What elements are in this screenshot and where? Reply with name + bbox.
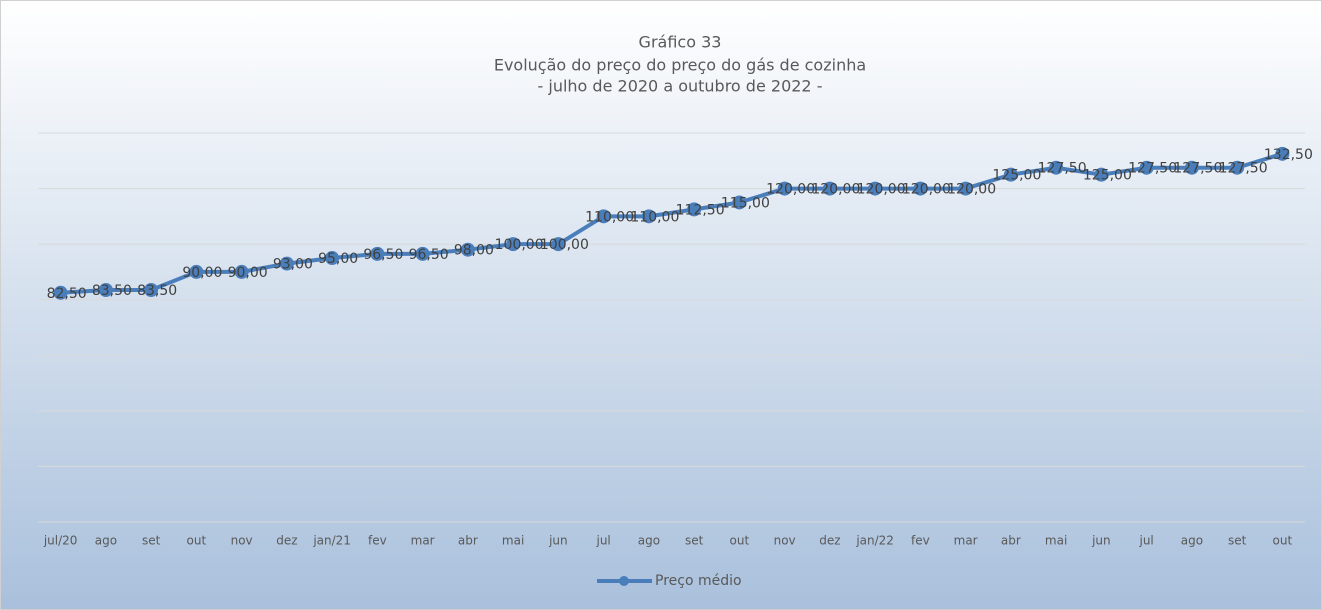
data-label: 110,00 (585, 209, 634, 225)
data-label: 95,00 (318, 251, 358, 267)
x-tick-label: out (1273, 534, 1293, 548)
legend-marker (619, 576, 629, 586)
x-tick-label: nov (774, 534, 796, 548)
x-tick-label: jul (1138, 534, 1153, 548)
marker (53, 285, 68, 300)
marker (189, 264, 204, 279)
marker (641, 209, 656, 224)
x-tick-label: out (730, 534, 750, 548)
data-label: 127,50 (1173, 161, 1222, 177)
line (60, 151, 1283, 295)
data-label: 127,50 (1219, 161, 1268, 177)
x-tick-label: jan/22 (855, 534, 894, 548)
x-tick-label: jan/21 (312, 534, 351, 548)
marker (687, 202, 702, 217)
data-label: 125,00 (1083, 168, 1132, 184)
x-tick-label: set (685, 534, 704, 548)
x-tick-label: ago (95, 534, 117, 548)
x-tick-label: jun (1091, 534, 1111, 548)
data-label: 110,00 (630, 209, 679, 225)
data-label: 127,50 (1038, 161, 1087, 177)
marker (1094, 167, 1109, 182)
x-tick-label: jul (595, 534, 610, 548)
chart-title: Gráfico 33 (639, 33, 722, 52)
marker (234, 264, 249, 279)
marker (415, 246, 430, 261)
data-label: 115,00 (721, 195, 770, 211)
data-label: 83,50 (137, 283, 177, 299)
data-label: 120,00 (811, 182, 860, 198)
marker (777, 181, 792, 196)
data-label: 96,50 (363, 247, 403, 263)
marker (596, 209, 611, 224)
marker (325, 251, 340, 266)
marker (913, 181, 928, 196)
marker (279, 256, 294, 271)
marker (868, 181, 883, 196)
data-label: 120,00 (902, 182, 951, 198)
data-label: 100,00 (540, 237, 589, 253)
x-tick-label: jul/20 (43, 534, 78, 548)
marker (460, 242, 475, 257)
data-label: 120,00 (766, 182, 815, 198)
data-label: 127,50 (1128, 161, 1177, 177)
x-tick-label: mai (502, 534, 524, 548)
data-label: 125,00 (992, 168, 1041, 184)
x-tick-label: ago (1181, 534, 1203, 548)
chart-subtitle: Evolução do preço do preço do gás de coz… (494, 56, 866, 75)
x-tick-label: dez (276, 534, 297, 548)
marker (1049, 160, 1064, 175)
marker (1003, 167, 1018, 182)
x-tick-label: mai (1045, 534, 1067, 548)
marker (1139, 160, 1154, 175)
data-label: 98,00 (454, 243, 494, 259)
marker (98, 282, 113, 297)
x-tick-label: fev (368, 534, 387, 548)
x-tick-label: out (187, 534, 207, 548)
x-tick-label: abr (1001, 534, 1021, 548)
chart-subtitle: - julho de 2020 a outubro de 2022 - (538, 77, 823, 96)
marker (551, 237, 566, 252)
x-tick-label: jun (548, 534, 568, 548)
data-label: 90,00 (182, 265, 222, 281)
data-label: 82,50 (47, 286, 87, 302)
x-tick-label: mar (411, 534, 435, 548)
marker (1184, 160, 1199, 175)
data-label: 90,00 (228, 265, 268, 281)
data-label: 93,00 (273, 257, 313, 273)
data-label: 100,00 (495, 237, 544, 253)
x-tick-label: set (142, 534, 161, 548)
x-tick-label: set (1228, 534, 1247, 548)
x-tick-label: fev (911, 534, 930, 548)
data-label: 96,50 (409, 247, 449, 263)
x-tick-label: abr (458, 534, 478, 548)
data-label: 120,00 (857, 182, 906, 198)
marker (958, 181, 973, 196)
data-label: 112,50 (676, 202, 725, 218)
marker (822, 181, 837, 196)
marker (1275, 146, 1290, 161)
data-label: 83,50 (92, 283, 132, 299)
marker (506, 237, 521, 252)
legend-label: Preço médio (655, 573, 742, 589)
data-label: 132,50 (1264, 147, 1313, 163)
x-tick-label: nov (231, 534, 253, 548)
marker (370, 246, 385, 261)
x-tick-label: dez (819, 534, 840, 548)
marker (732, 195, 747, 210)
marker (144, 282, 159, 297)
x-tick-label: mar (954, 534, 978, 548)
data-label: 120,00 (947, 182, 996, 198)
marker (1230, 160, 1245, 175)
x-tick-label: ago (638, 534, 660, 548)
